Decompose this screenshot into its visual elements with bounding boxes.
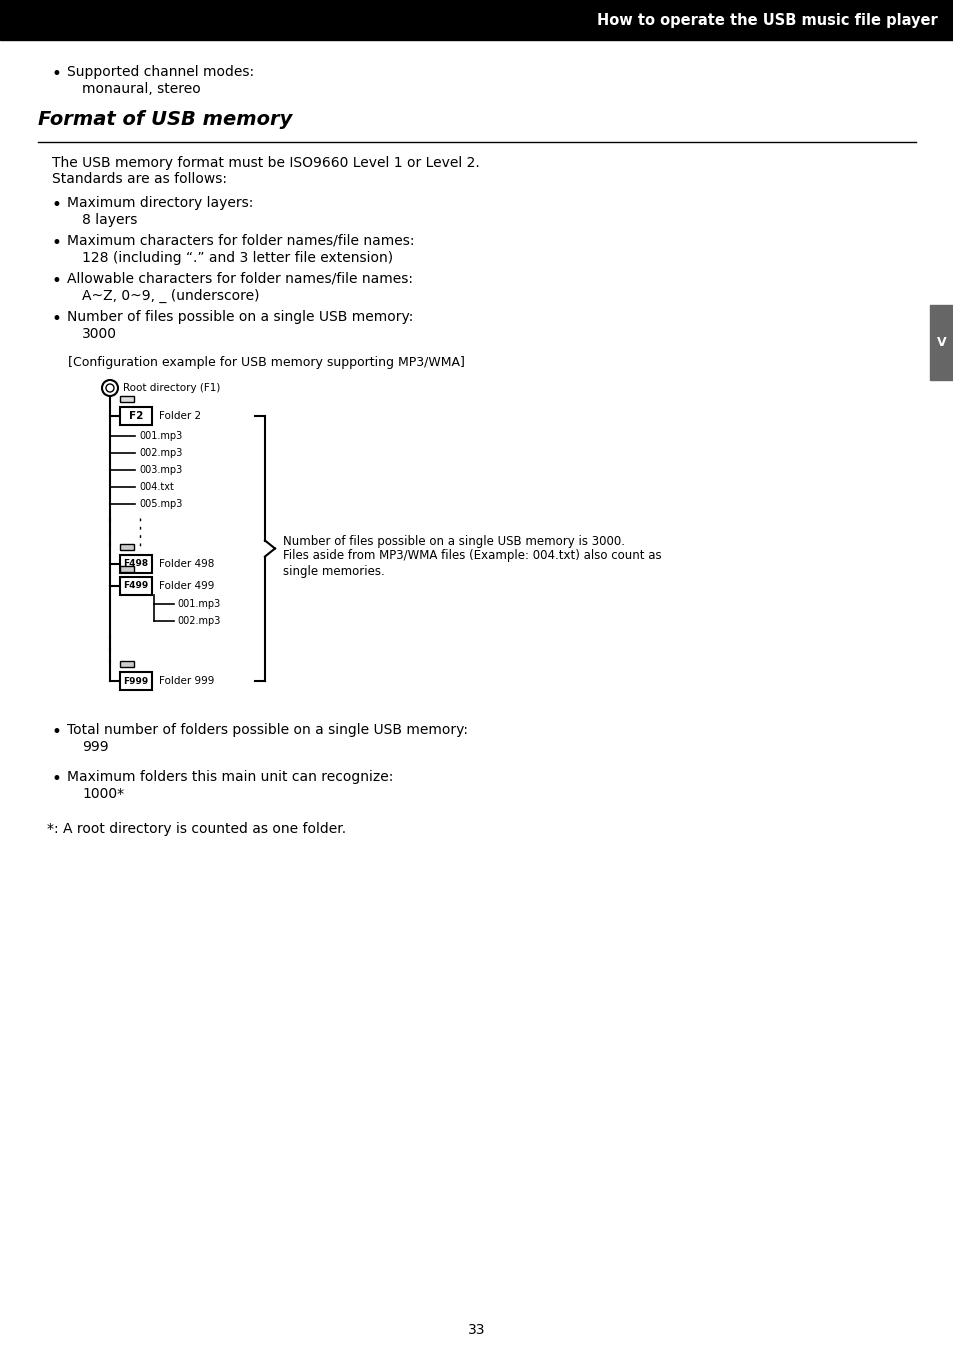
- Bar: [120, 556, 152, 573]
- Text: 002.mp3: 002.mp3: [139, 448, 182, 458]
- Text: The USB memory format must be ISO9660 Level 1 or Level 2.: The USB memory format must be ISO9660 Le…: [52, 155, 479, 170]
- Text: F2: F2: [129, 411, 143, 420]
- Bar: [120, 544, 133, 550]
- Text: 999: 999: [82, 740, 109, 754]
- Text: 002.mp3: 002.mp3: [177, 617, 220, 626]
- Bar: [120, 396, 133, 402]
- Text: Folder 498: Folder 498: [159, 558, 214, 569]
- Text: Folder 499: Folder 499: [159, 581, 214, 591]
- Bar: [929, 306, 953, 380]
- Text: How to operate the USB music file player: How to operate the USB music file player: [597, 12, 937, 27]
- Text: Files aside from MP3/WMA files (Example: 004.txt) also count as: Files aside from MP3/WMA files (Example:…: [283, 549, 661, 562]
- Text: 001.mp3: 001.mp3: [177, 599, 220, 608]
- Text: •: •: [52, 310, 62, 329]
- Text: single memories.: single memories.: [283, 565, 384, 577]
- Text: 001.mp3: 001.mp3: [139, 431, 182, 441]
- Bar: [120, 577, 152, 595]
- Text: •: •: [52, 272, 62, 289]
- Text: Supported channel modes:: Supported channel modes:: [67, 65, 253, 78]
- Text: •: •: [52, 771, 62, 788]
- Circle shape: [102, 380, 118, 396]
- Text: Standards are as follows:: Standards are as follows:: [52, 172, 227, 187]
- Text: *: A root directory is counted as one folder.: *: A root directory is counted as one fo…: [47, 822, 346, 836]
- Text: •: •: [52, 65, 62, 82]
- Text: V: V: [936, 335, 945, 349]
- Text: Maximum folders this main unit can recognize:: Maximum folders this main unit can recog…: [67, 771, 393, 784]
- Text: 128 (including “.” and 3 letter file extension): 128 (including “.” and 3 letter file ext…: [82, 251, 393, 265]
- Bar: [120, 566, 133, 572]
- Text: Format of USB memory: Format of USB memory: [38, 110, 292, 128]
- Text: 003.mp3: 003.mp3: [139, 465, 182, 475]
- Text: A~Z, 0~9, _ (underscore): A~Z, 0~9, _ (underscore): [82, 289, 259, 303]
- Text: Total number of folders possible on a single USB memory:: Total number of folders possible on a si…: [67, 723, 468, 737]
- Text: 005.mp3: 005.mp3: [139, 499, 182, 508]
- Text: Maximum directory layers:: Maximum directory layers:: [67, 196, 253, 210]
- Text: 004.txt: 004.txt: [139, 483, 173, 492]
- Circle shape: [106, 384, 113, 392]
- Bar: [120, 672, 152, 690]
- Text: [Configuration example for USB memory supporting MP3/WMA]: [Configuration example for USB memory su…: [68, 356, 464, 369]
- Bar: [120, 661, 133, 667]
- Text: •: •: [52, 196, 62, 214]
- Text: Folder 2: Folder 2: [159, 411, 201, 420]
- Text: monaural, stereo: monaural, stereo: [82, 82, 200, 96]
- Text: F999: F999: [123, 676, 149, 685]
- Text: F498: F498: [123, 560, 149, 568]
- Text: 1000*: 1000*: [82, 787, 124, 800]
- Text: 33: 33: [468, 1324, 485, 1337]
- Text: 3000: 3000: [82, 327, 117, 341]
- Text: Maximum characters for folder names/file names:: Maximum characters for folder names/file…: [67, 234, 414, 247]
- Text: Allowable characters for folder names/file names:: Allowable characters for folder names/fi…: [67, 272, 413, 287]
- Text: 8 layers: 8 layers: [82, 214, 137, 227]
- Text: Number of files possible on a single USB memory:: Number of files possible on a single USB…: [67, 310, 413, 324]
- Text: F499: F499: [123, 581, 149, 591]
- Text: Folder 999: Folder 999: [159, 676, 214, 685]
- Text: Number of files possible on a single USB memory is 3000.: Number of files possible on a single USB…: [283, 534, 624, 548]
- Bar: [120, 407, 152, 425]
- Text: •: •: [52, 234, 62, 251]
- Text: Root directory (F1): Root directory (F1): [123, 383, 220, 393]
- Bar: [0, 0, 953, 41]
- Text: •: •: [52, 723, 62, 741]
